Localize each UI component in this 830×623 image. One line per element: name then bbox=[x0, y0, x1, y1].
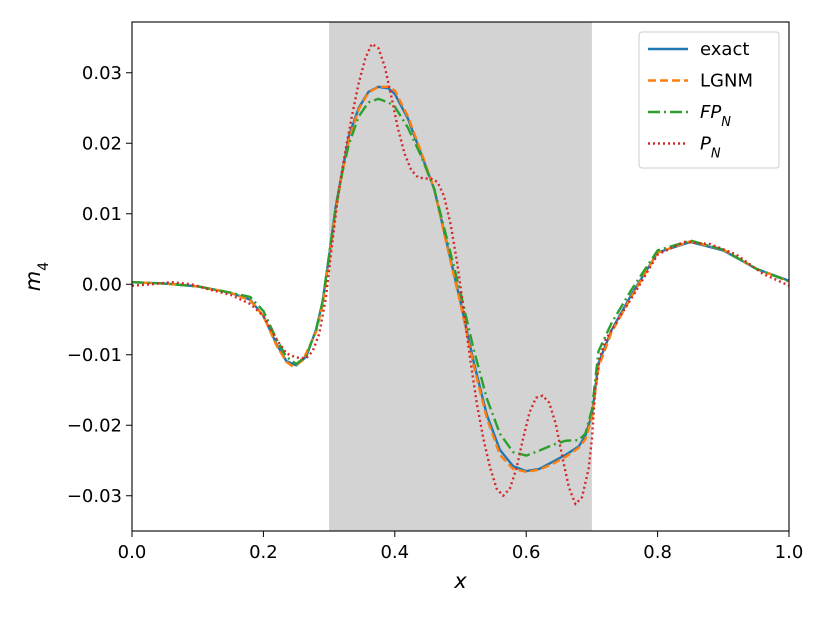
x-tick-label: 0.8 bbox=[643, 542, 672, 563]
y-tick-label: −0.02 bbox=[67, 415, 122, 436]
y-tick-label: 0.02 bbox=[82, 133, 122, 154]
y-tick-label: −0.03 bbox=[67, 486, 122, 507]
y-tick-label: 0.03 bbox=[82, 63, 122, 84]
x-axis-ticks: 0.0 0.2 0.4 0.6 0.8 1.0 bbox=[118, 531, 804, 563]
series-line-fp-n bbox=[131, 97, 790, 457]
y-axis-label: m4 bbox=[21, 262, 52, 291]
y-axis-label-base: m bbox=[21, 271, 45, 291]
legend-label-exact: exact bbox=[700, 39, 749, 60]
legend-label-lgnm: LGNM bbox=[700, 71, 753, 92]
legend: exact LGNM FPN PN bbox=[638, 31, 780, 169]
x-tick-label: 0.4 bbox=[380, 542, 409, 563]
legend-label-fp-n: FPN bbox=[700, 102, 731, 130]
legend-items: exact LGNM FPN PN bbox=[648, 39, 753, 161]
x-tick-label: 0.2 bbox=[249, 542, 278, 563]
y-tick-label: 0.01 bbox=[82, 204, 122, 225]
x-tick-label: 0.0 bbox=[118, 542, 147, 563]
legend-box bbox=[638, 31, 780, 169]
x-tick-label: 1.0 bbox=[775, 542, 804, 563]
legend-label-p-n: PN bbox=[700, 134, 721, 162]
y-tick-label: −0.01 bbox=[67, 345, 122, 366]
x-axis-label: x bbox=[453, 569, 467, 593]
y-axis-ticks: −0.03 −0.02 −0.01 0.00 0.01 0.02 0.03 bbox=[67, 63, 132, 507]
y-tick-label: 0.00 bbox=[82, 274, 122, 295]
x-tick-label: 0.6 bbox=[512, 542, 541, 563]
shaded-region bbox=[329, 22, 592, 531]
y-axis-label-sub: 4 bbox=[36, 262, 52, 271]
series-line-p-n bbox=[131, 42, 790, 506]
plot-frame bbox=[131, 21, 790, 532]
series-layer bbox=[131, 42, 790, 506]
